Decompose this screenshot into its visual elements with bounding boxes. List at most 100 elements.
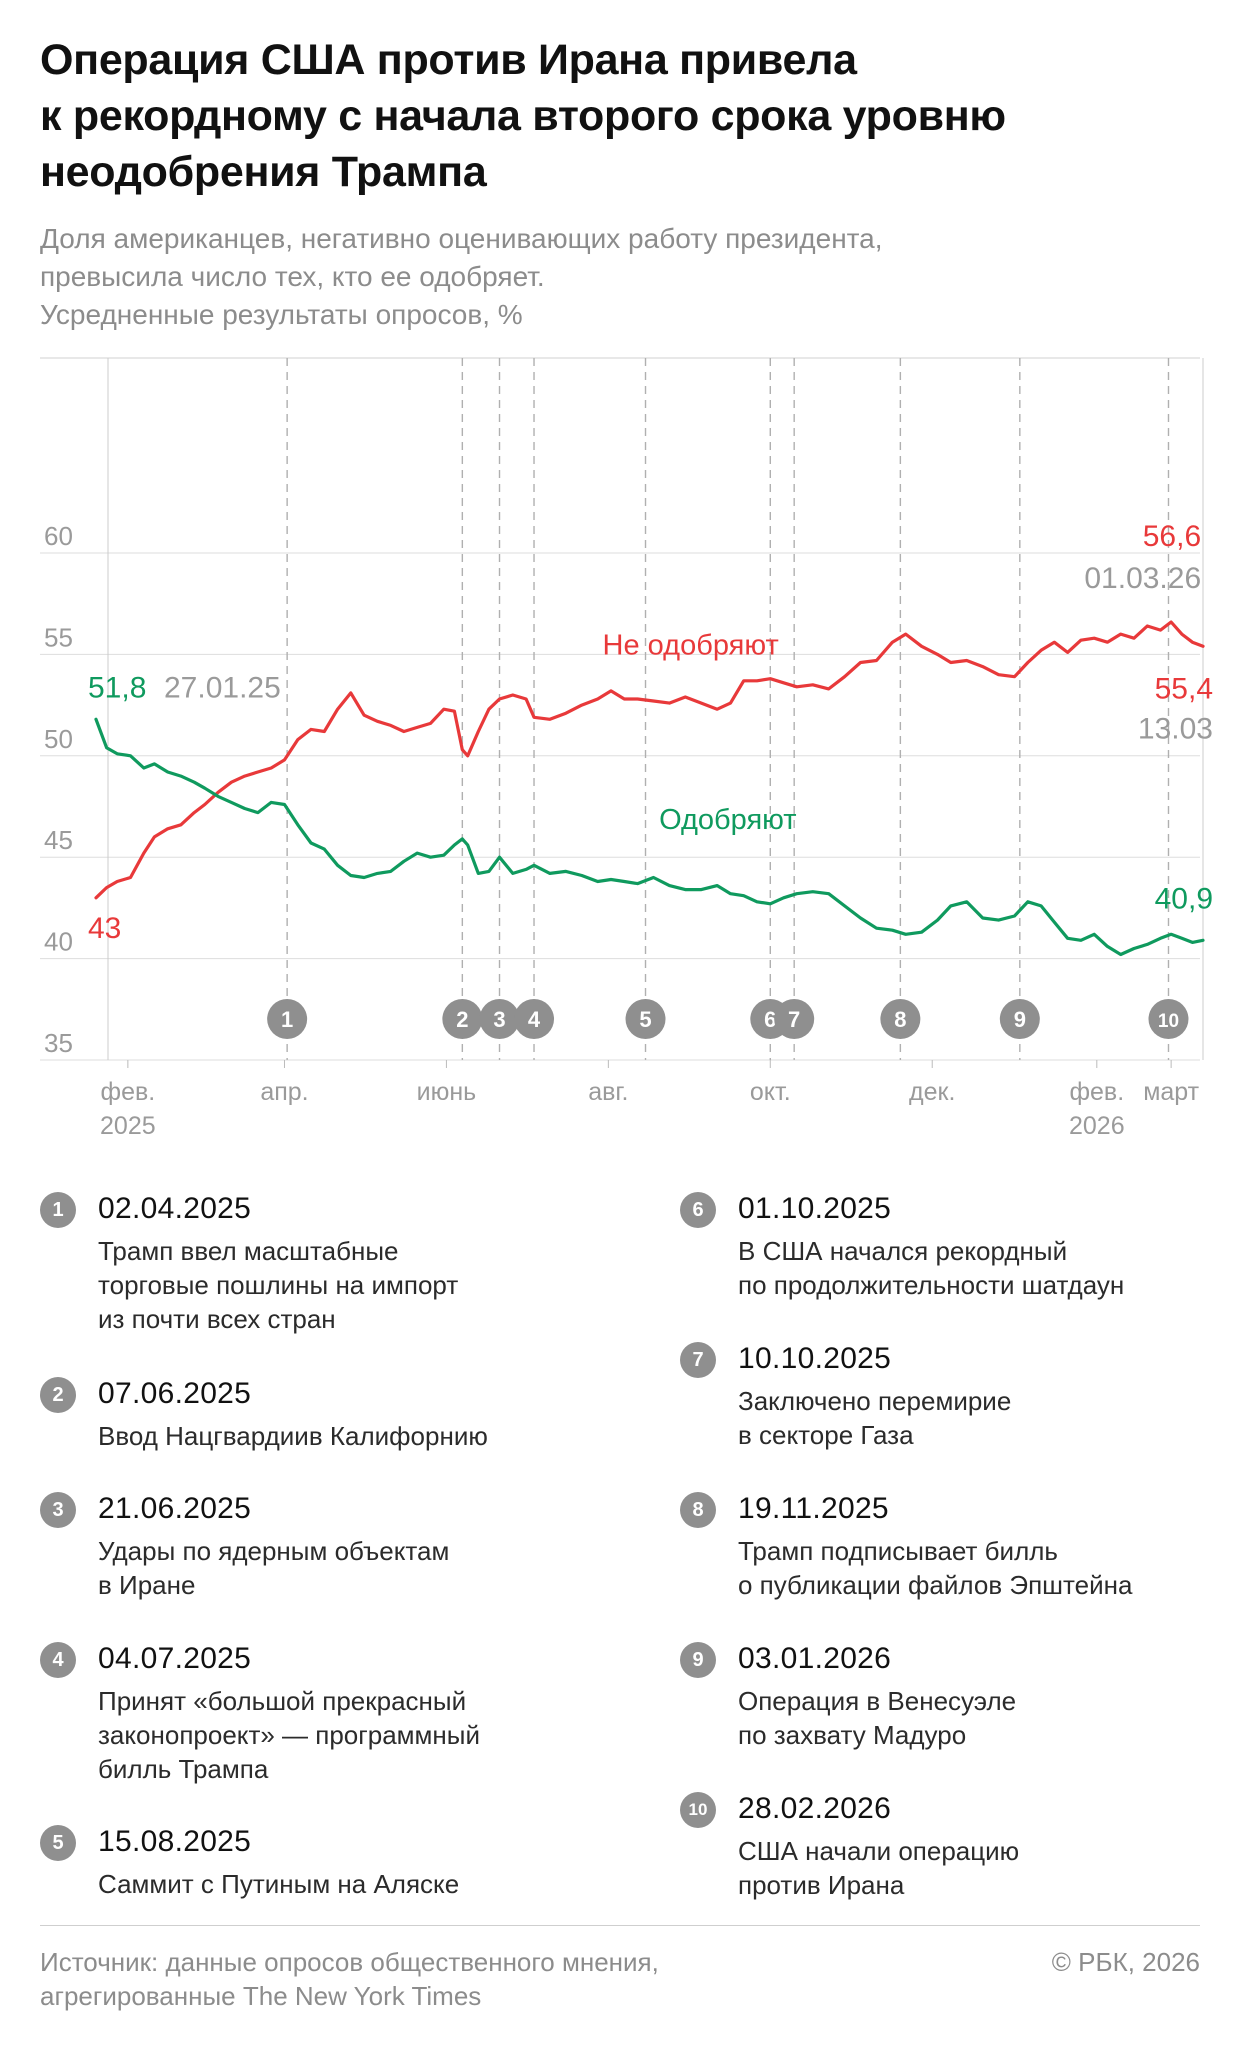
event-marker-label: 10 bbox=[1158, 1011, 1179, 1032]
event-marker bbox=[774, 999, 815, 1039]
event-desc-line: Удары по ядерным объектам bbox=[98, 1536, 450, 1566]
event-desc-line: Принят «большой прекрасный bbox=[98, 1686, 467, 1716]
event-marker-label: 1 bbox=[281, 1007, 293, 1032]
annotations: 51,8 27.01.25 43 56,6 01.03.26 55,4 13.03 40,9 Н… bbox=[88, 520, 1213, 945]
x-tick-label: апр. bbox=[260, 1078, 308, 1106]
event-desc-line: США начали операцию bbox=[738, 1836, 1020, 1866]
event-badge: 9 bbox=[680, 1642, 716, 1678]
event-desc-line: против Ирана bbox=[738, 1870, 905, 1900]
event-marker bbox=[267, 999, 308, 1039]
event-desc-line: Саммит с Путиным на Аляске bbox=[98, 1869, 460, 1899]
event-badge: 3 bbox=[40, 1492, 76, 1528]
start-disapprove-label: 43 bbox=[88, 912, 121, 945]
subtitle: Доля американцев, негативно оценивающих … bbox=[40, 220, 1200, 334]
event-description: США начали операцию против Ирана bbox=[738, 1834, 1240, 1902]
event-description: В США начался рекордный по продолжительн… bbox=[738, 1234, 1240, 1302]
event-desc-line: по продолжительности шатдаун bbox=[738, 1270, 1125, 1300]
event-desc-line: В США начался рекордный bbox=[738, 1236, 1068, 1266]
event-date: 28.02.2026 bbox=[738, 1792, 892, 1825]
event-badge: 5 bbox=[40, 1825, 76, 1861]
series bbox=[94, 620, 1205, 957]
event-description: Саммит с Путиным на Аляске bbox=[98, 1867, 618, 1901]
event-marker-label: 4 bbox=[528, 1007, 541, 1032]
event-desc-line: Ввод Нацгвардиив Калифорнию bbox=[98, 1421, 488, 1451]
event-date: 02.04.2025 bbox=[98, 1192, 252, 1225]
end-date-label: 13.03 bbox=[1138, 712, 1213, 745]
y-tick-label: 55 bbox=[44, 622, 73, 652]
event-date: 01.10.2025 bbox=[738, 1192, 892, 1225]
x-tick-label: фев. bbox=[1069, 1078, 1124, 1106]
event-lines: 1 2 3 4 5 6 7 8 9 10 bbox=[267, 358, 1189, 1060]
event-date: 03.01.2026 bbox=[738, 1642, 892, 1675]
event-desc-line: Трамп подписывает билль bbox=[738, 1536, 1058, 1566]
page-title: Операция США против Ирана привела к реко… bbox=[40, 32, 1200, 200]
series-name-disapprove: Не одобряют bbox=[603, 629, 779, 661]
y-tick-label: 40 bbox=[44, 927, 73, 957]
event-desc-line: Операция в Венесуэле bbox=[738, 1686, 1017, 1716]
event-description: Трамп подписывает билль о публикации фай… bbox=[738, 1534, 1240, 1602]
series-line-approve bbox=[94, 717, 1205, 957]
event-badge: 4 bbox=[40, 1642, 76, 1678]
event-marker bbox=[999, 999, 1040, 1039]
x-tick-label: окт. bbox=[750, 1078, 791, 1106]
series-name-approve: Одобряют bbox=[659, 804, 796, 836]
event-badge: 7 bbox=[680, 1342, 716, 1378]
event-date: 07.06.2025 bbox=[98, 1377, 252, 1410]
event-badge: 1 bbox=[40, 1192, 76, 1228]
footer-divider bbox=[40, 1925, 1200, 1926]
event-desc-line: по захвату Мадуро bbox=[738, 1720, 967, 1750]
y-tick-label: 45 bbox=[44, 825, 73, 855]
start-date-label: 27.01.25 bbox=[164, 671, 281, 704]
event-desc-line: о публикации файлов Эпштейна bbox=[738, 1570, 1133, 1600]
peak-date-label: 01.03.26 bbox=[1084, 562, 1201, 595]
event-desc-line: законопроект» — программный bbox=[98, 1720, 480, 1750]
event-description: Принят «большой прекрасный законопроект»… bbox=[98, 1684, 618, 1786]
event-desc-line: Заключено перемирие bbox=[738, 1386, 1012, 1416]
source-line-2: агрегированные The New York Times bbox=[40, 1981, 482, 2011]
subtitle-line-2: превысила число тех, кто ее одобряет. bbox=[40, 261, 545, 292]
x-tick-year: 2025 bbox=[100, 1112, 156, 1140]
y-tick-label: 50 bbox=[44, 724, 73, 754]
grid bbox=[40, 357, 1204, 1061]
event-desc-line: в секторе Газа bbox=[738, 1420, 914, 1450]
series-line-disapprove bbox=[94, 620, 1205, 900]
event-desc-line: в Иране bbox=[98, 1570, 196, 1600]
event-badge: 6 bbox=[680, 1192, 716, 1228]
event-description: Операция в Венесуэле по захвату Мадуро bbox=[738, 1684, 1240, 1752]
event-marker-label: 5 bbox=[639, 1007, 651, 1032]
event-desc-line: Трамп ввел масштабные bbox=[98, 1236, 399, 1266]
x-tick-label: дек. bbox=[909, 1078, 955, 1106]
event-badge: 2 bbox=[40, 1377, 76, 1413]
event-date: 21.06.2025 bbox=[98, 1492, 252, 1525]
x-tick-label: авг. bbox=[588, 1078, 628, 1106]
subtitle-line-1: Доля американцев, негативно оценивающих … bbox=[40, 223, 883, 254]
event-badge: 8 bbox=[680, 1492, 716, 1528]
event-marker bbox=[479, 999, 520, 1039]
source-line-1: Источник: данные опросов общественного м… bbox=[40, 1947, 659, 1977]
event-description: Ввод Нацгвардиив Калифорнию bbox=[98, 1419, 618, 1453]
title-line-3: неодобрения Трампа bbox=[40, 148, 487, 196]
event-marker bbox=[1148, 999, 1189, 1039]
subtitle-line-3: Усредненные результаты опросов, % bbox=[40, 299, 523, 330]
peak-disapprove-label: 56,6 bbox=[1143, 520, 1201, 553]
event-badge: 10 bbox=[680, 1792, 716, 1828]
copyright: © РБК, 2026 bbox=[1051, 1947, 1200, 1977]
x-tick-label: фев. bbox=[101, 1078, 156, 1106]
event-marker-label: 7 bbox=[788, 1007, 800, 1032]
title-line-1: Операция США против Ирана привела bbox=[40, 36, 857, 84]
event-description: Заключено перемирие в секторе Газа bbox=[738, 1384, 1240, 1452]
event-marker-label: 8 bbox=[894, 1007, 906, 1032]
title-line-2: к рекордному с начала второго срока уров… bbox=[40, 92, 1006, 140]
start-approve-label: 51,8 bbox=[88, 671, 146, 704]
x-tick-label: июнь bbox=[417, 1078, 477, 1106]
event-desc-line: из почти всех стран bbox=[98, 1304, 336, 1334]
x-tick-year: 2026 bbox=[1069, 1112, 1125, 1140]
y-tick-label: 60 bbox=[44, 521, 73, 551]
event-date: 10.10.2025 bbox=[738, 1342, 892, 1375]
event-marker bbox=[880, 999, 921, 1039]
event-marker bbox=[442, 999, 483, 1039]
event-marker-label: 9 bbox=[1014, 1007, 1026, 1032]
event-description: Удары по ядерным объектам в Иране bbox=[98, 1534, 618, 1602]
event-description: Трамп ввел масштабные торговые пошлины н… bbox=[98, 1234, 618, 1336]
